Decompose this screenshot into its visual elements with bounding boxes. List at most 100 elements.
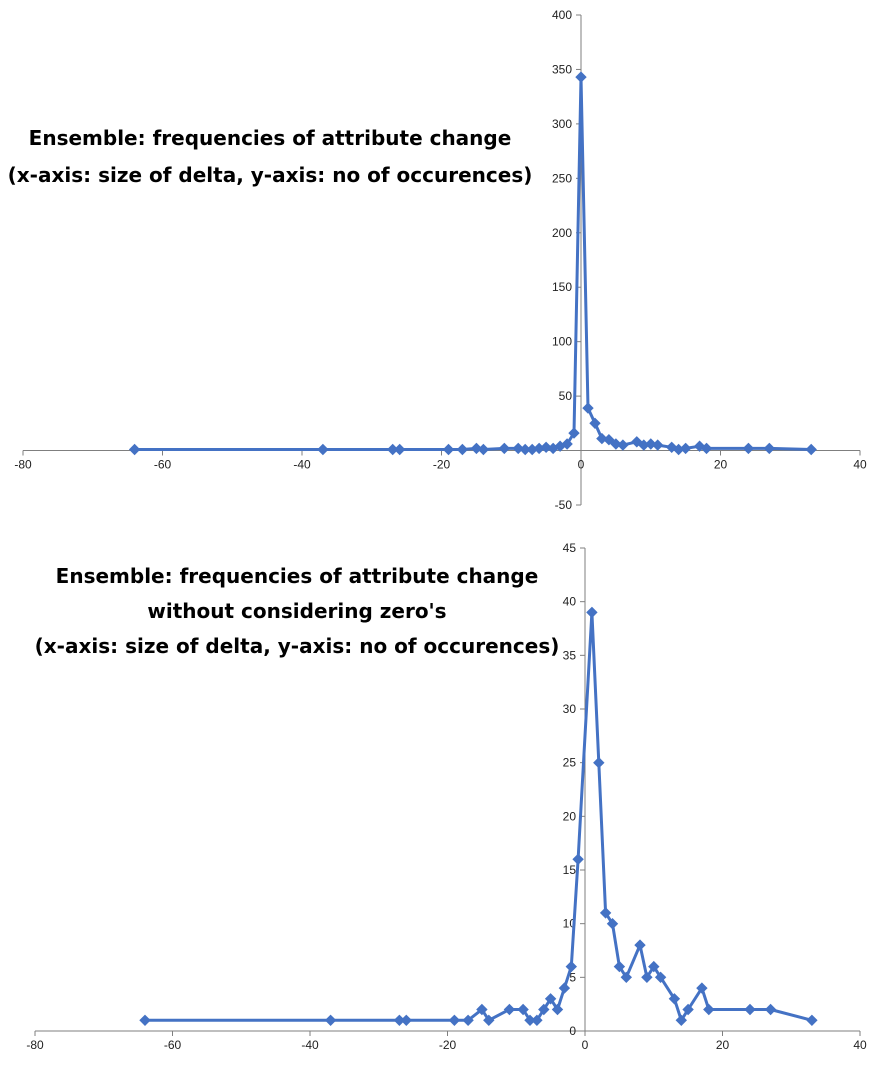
y-tick-label: 350: [552, 62, 572, 76]
data-point: [599, 907, 612, 919]
data-point: [641, 971, 653, 984]
data-point: [317, 443, 329, 456]
data-point: [648, 960, 660, 973]
y-tick-label: 150: [552, 280, 572, 294]
y-tick-label: 100: [552, 335, 572, 349]
data-point: [589, 417, 601, 430]
data-point: [703, 1003, 715, 1016]
data-point: [620, 971, 633, 984]
x-tick-label: 0: [578, 458, 585, 472]
data-point: [682, 1003, 694, 1016]
data-point: [512, 442, 524, 455]
x-tick-label: -40: [301, 1038, 319, 1052]
y-tick-label: 25: [563, 756, 577, 770]
data-point: [613, 960, 626, 973]
x-tick-label: 20: [714, 458, 728, 472]
data-point: [572, 853, 584, 866]
y-tick-label: 250: [552, 171, 572, 185]
data-point: [400, 1014, 413, 1027]
data-point: [634, 939, 646, 951]
data-point: [582, 402, 594, 414]
y-tick-label: 35: [563, 648, 577, 662]
data-point: [128, 443, 141, 456]
data-point: [668, 993, 681, 1005]
data-point: [806, 1014, 818, 1027]
y-tick-label: 40: [563, 595, 577, 609]
data-point: [593, 756, 605, 769]
x-tick-label: -60: [164, 1038, 182, 1052]
data-point: [544, 993, 557, 1005]
data-point: [606, 917, 619, 930]
x-tick-label: -80: [26, 1038, 44, 1052]
data-point: [603, 433, 615, 446]
data-point: [568, 427, 580, 439]
data-point: [393, 443, 406, 456]
chart-2: -80 -60 -40 -20 0 20 40051015202530354045Ensem…: [26, 541, 867, 1052]
data-point: [651, 439, 664, 451]
chart-1: -80 -60 -40 -20 0 20 40 -50 50 100 150 200 250 300 350…: [8, 8, 867, 512]
chart-title-line: (x-axis: size of delta, y-axis: no of oc…: [35, 634, 560, 658]
y-tick-label: 0: [569, 1024, 576, 1038]
data-point: [679, 442, 692, 455]
y-tick-label: 400: [552, 8, 572, 22]
x-tick-label: -40: [293, 458, 311, 472]
data-point: [654, 971, 667, 984]
data-point: [456, 443, 469, 456]
y-tick-label: 300: [552, 117, 572, 131]
data-point: [675, 1014, 688, 1027]
data-point: [483, 1014, 495, 1027]
data-point: [139, 1014, 151, 1027]
data-point: [517, 1003, 529, 1016]
chart-title-line: Ensemble: frequencies of attribute chang…: [56, 564, 539, 588]
data-point: [477, 443, 490, 456]
data-point: [586, 606, 598, 619]
data-point: [538, 1003, 550, 1016]
x-tick-label: 20: [716, 1038, 730, 1052]
chart-title-line: without considering zero's: [147, 599, 446, 623]
data-point: [531, 1014, 543, 1027]
y-tick-label: 15: [563, 863, 577, 877]
y-tick-label: 45: [563, 541, 577, 555]
y-tick-label: 20: [563, 809, 577, 823]
data-point: [561, 438, 573, 450]
data-point: [462, 1014, 474, 1027]
series-line: [145, 610, 813, 1022]
data-point: [498, 442, 511, 455]
data-point: [503, 1003, 516, 1016]
data-point: [617, 439, 629, 451]
data-point: [645, 438, 657, 450]
data-point: [540, 441, 552, 454]
y-tick-label: 50: [559, 389, 573, 403]
x-tick-label: -20: [439, 1038, 457, 1052]
data-point: [476, 1003, 488, 1016]
data-point: [742, 442, 755, 455]
data-point: [805, 443, 817, 456]
data-point: [596, 432, 608, 445]
data-point: [470, 442, 483, 455]
data-point: [324, 1014, 337, 1027]
data-point: [696, 982, 708, 994]
x-tick-label: 0: [582, 1038, 589, 1052]
data-point: [448, 1014, 461, 1027]
y-tick-label: 200: [552, 226, 572, 240]
data-point: [565, 960, 578, 973]
data-point: [610, 438, 622, 450]
x-tick-label: 40: [853, 1038, 867, 1052]
x-tick-label: -20: [433, 458, 451, 472]
x-tick-label: -60: [154, 458, 172, 472]
y-tick-label: -50: [555, 498, 573, 512]
y-tick-label: 30: [563, 702, 577, 716]
data-point: [764, 1003, 777, 1016]
y-tick-label: 5: [569, 970, 576, 984]
data-point: [551, 1003, 564, 1016]
chart-title-line: Ensemble: frequencies of attribute chang…: [29, 126, 512, 150]
data-point: [744, 1003, 756, 1016]
x-tick-label: 40: [853, 458, 867, 472]
data-point: [558, 982, 571, 994]
data-point: [700, 442, 713, 455]
data-point: [575, 71, 587, 83]
chart-title-line: (x-axis: size of delta, y-axis: no of oc…: [8, 163, 533, 187]
x-tick-label: -80: [14, 458, 32, 472]
data-point: [442, 443, 455, 456]
